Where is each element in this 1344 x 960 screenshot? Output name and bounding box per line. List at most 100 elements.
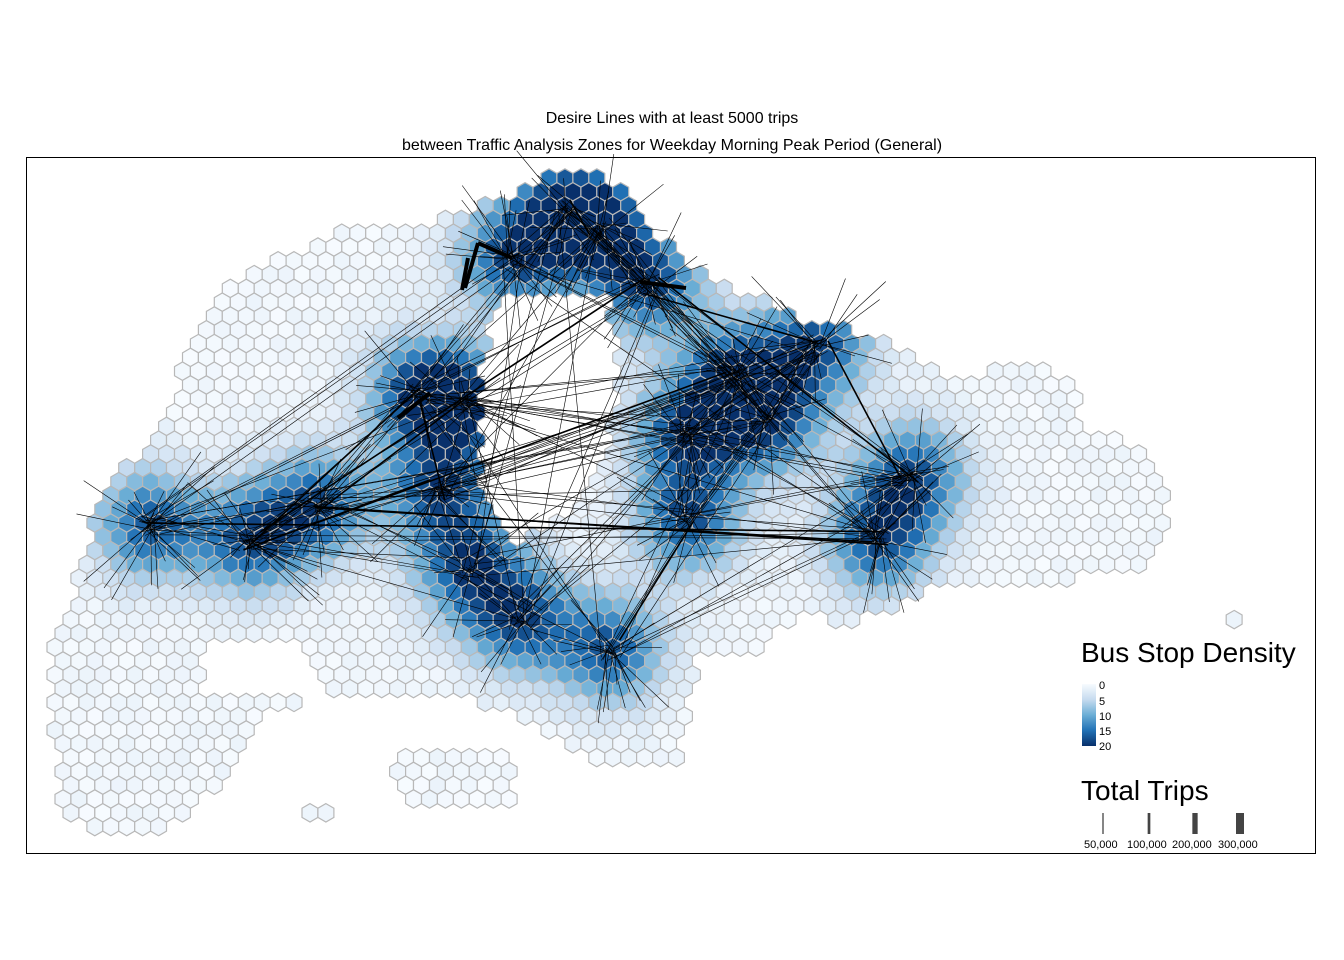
desire-line [641, 274, 775, 410]
zone-hexagon [620, 747, 638, 768]
desire-line [553, 640, 614, 655]
zone-hexagon [1010, 568, 1028, 589]
desire-line [245, 533, 287, 543]
desire-line [676, 456, 686, 523]
desire-line [243, 423, 681, 542]
desire-line [609, 217, 767, 421]
desire-line-heavy [639, 280, 687, 290]
desire-line [380, 375, 416, 389]
hexagon-grid-layer [46, 168, 1243, 837]
desire-line [318, 505, 344, 551]
zone-hexagon [588, 747, 606, 768]
desire-line [458, 410, 466, 415]
desire-line [801, 345, 816, 396]
desire-line [502, 254, 525, 617]
zone-hexagon [667, 747, 686, 768]
zone-hexagon [715, 637, 733, 658]
desire-line [461, 408, 508, 416]
desire-line [111, 528, 153, 600]
desire-line [636, 518, 688, 546]
desire-line [239, 507, 251, 545]
desire-line [775, 340, 815, 376]
zone-hexagon [405, 678, 423, 699]
desire-line [139, 521, 241, 551]
desire-line [459, 400, 504, 459]
desire-line [814, 334, 869, 348]
desire-line [128, 499, 148, 522]
desire-line [613, 484, 923, 659]
desire-line-heavy [396, 391, 432, 420]
desire-line [907, 433, 968, 473]
desire-line [516, 200, 530, 264]
desire-line [521, 564, 591, 625]
desire-line [641, 435, 685, 501]
desire-line [641, 402, 686, 431]
zone-hexagon [978, 568, 996, 589]
desire-line [873, 489, 881, 544]
desire-line [769, 424, 774, 495]
desire-line [462, 351, 828, 561]
zone-hexagon [882, 595, 901, 616]
desire-line [698, 349, 824, 515]
desire-line [607, 531, 876, 661]
desire-line [153, 522, 159, 589]
desire-line [516, 383, 747, 610]
desire-line [424, 394, 461, 453]
desire-line [570, 600, 615, 650]
trips-legend-label: 300,000 [1218, 839, 1258, 851]
zone-hexagon [500, 789, 518, 809]
density-legend-label: 5 [1099, 696, 1106, 708]
desire-line [435, 494, 506, 563]
desire-line [619, 430, 770, 658]
desire-line [150, 515, 219, 529]
desire-line [187, 482, 249, 539]
desire-line [213, 516, 247, 538]
zone-hexagon [779, 609, 797, 630]
desire-line [916, 408, 923, 475]
zone-hexagon [420, 678, 438, 699]
desire-line [531, 177, 561, 208]
desire-line [614, 228, 650, 288]
desire-line [609, 651, 626, 709]
desire-line [680, 354, 819, 530]
desire-line [243, 548, 467, 559]
desire-line [605, 637, 614, 648]
desire-line [418, 324, 464, 391]
desire-line [245, 540, 309, 602]
desire-line [683, 398, 759, 436]
desire-line [874, 543, 876, 569]
desire-line [875, 541, 920, 602]
desire-line [878, 481, 934, 539]
desire-line [530, 628, 613, 653]
desire-lines-layer [76, 150, 981, 724]
desire-line [425, 264, 522, 404]
desire-line [875, 479, 909, 493]
desire-line [141, 250, 514, 518]
desire-line [319, 458, 365, 510]
zone-hexagon [62, 802, 80, 823]
desire-line [732, 337, 741, 376]
desire-line [461, 199, 509, 261]
desire-line [433, 337, 826, 485]
desire-line [159, 500, 312, 535]
desire-line [507, 200, 511, 256]
desire-line [740, 370, 805, 407]
desire-line [603, 154, 615, 226]
desire-line [440, 421, 462, 490]
desire-line [462, 408, 476, 479]
zone-hexagon [1042, 568, 1060, 589]
desire-line [695, 423, 883, 542]
desire-line [570, 209, 643, 295]
desire-line [644, 287, 747, 370]
desire-line [154, 426, 695, 520]
desire-line [517, 424, 769, 629]
desire-line [416, 277, 640, 388]
zone-hexagon [420, 789, 438, 809]
density-legend-label: 0 [1099, 680, 1106, 692]
desire-line [133, 491, 149, 522]
desire-line [314, 506, 873, 543]
zone-hexagon [604, 747, 622, 768]
desire-line [878, 540, 948, 555]
zone-hexagon [317, 802, 335, 823]
